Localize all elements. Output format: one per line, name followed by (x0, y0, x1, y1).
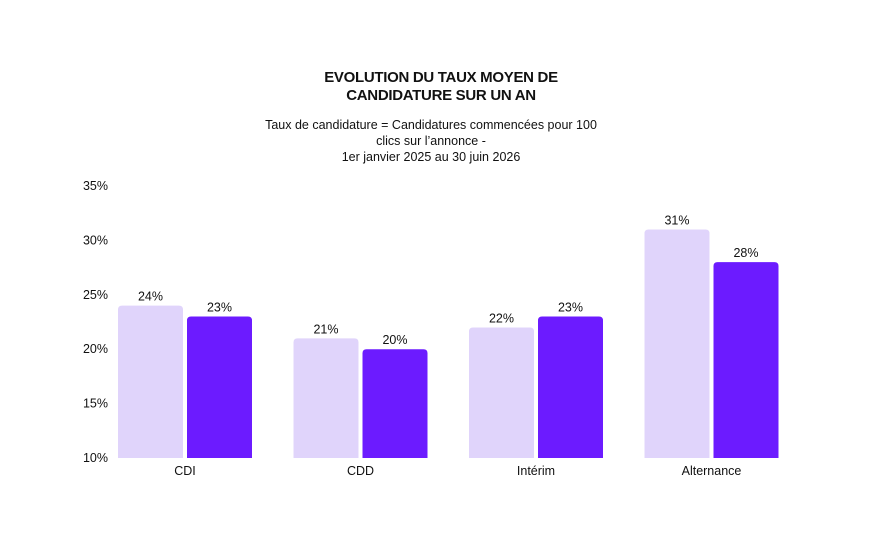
data-label: 21% (313, 322, 338, 336)
bar-int-rim-series-1 (469, 327, 534, 458)
bar-cdd-series-2 (362, 349, 428, 458)
data-labels: 24% 23% 21% 20% 22% 23% 31% 28% (138, 214, 759, 348)
bar-cdi-series-1 (118, 305, 183, 458)
data-label: 20% (382, 333, 407, 347)
x-category-label: CDI (174, 464, 196, 478)
data-label: 31% (664, 214, 689, 228)
data-label: 28% (733, 246, 758, 260)
bar-alternance-series-2 (713, 262, 779, 458)
y-tick-label: 10% (83, 451, 108, 465)
bar-int-rim-series-2 (538, 316, 603, 458)
bar-cdd-series-1 (293, 338, 359, 458)
data-label: 22% (489, 311, 514, 325)
y-tick-label: 35% (83, 179, 108, 193)
y-tick-label: 20% (83, 342, 108, 356)
bar-alternance-series-1 (644, 229, 710, 458)
x-category-label: CDD (347, 464, 374, 478)
y-tick-label: 25% (83, 288, 108, 302)
y-tick-label: 30% (83, 233, 108, 247)
y-axis: 35% 30% 25% 20% 15% 10% (83, 179, 108, 465)
x-category-label: Intérim (517, 464, 555, 478)
chart-subtitle: Taux de candidature = Candidatures comme… (265, 118, 597, 164)
bar-cdi-series-2 (187, 316, 252, 458)
x-category-label: Alternance (682, 464, 742, 478)
data-label: 24% (138, 290, 163, 304)
y-tick-label: 15% (83, 397, 108, 411)
data-label: 23% (558, 301, 583, 315)
chart-title: EVOLUTION DU TAUX MOYEN DE CANDIDATURE S… (324, 69, 558, 104)
bars (118, 229, 779, 458)
data-label: 23% (207, 301, 232, 315)
x-axis: CDI CDD Intérim Alternance (174, 464, 741, 478)
